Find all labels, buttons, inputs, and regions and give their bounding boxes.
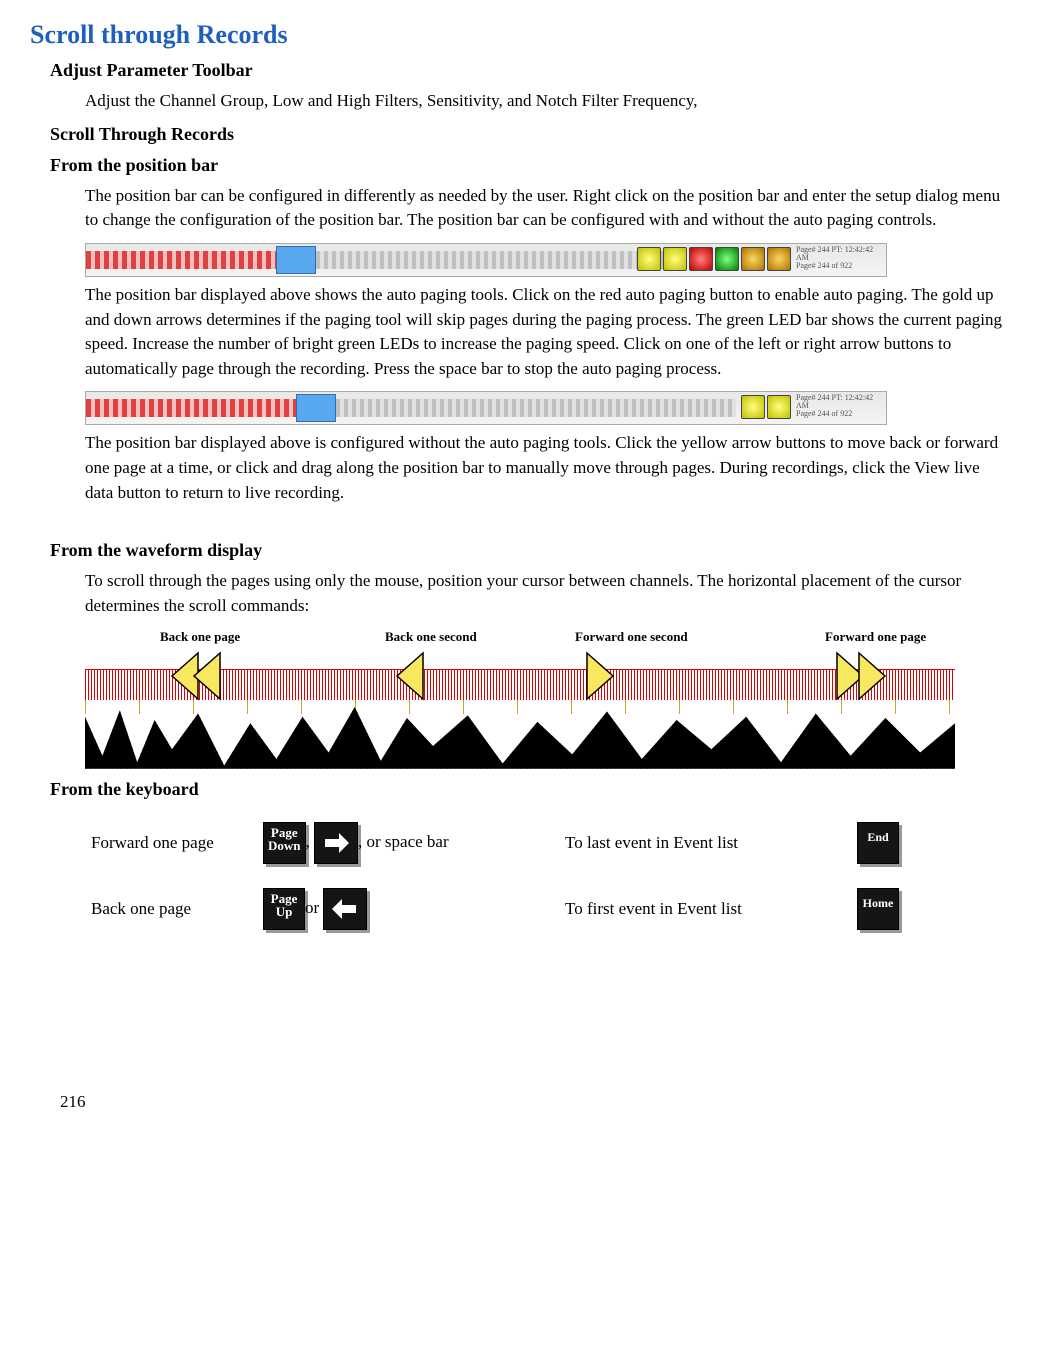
heading-from-waveform: From the waveform display: [50, 540, 1011, 561]
back-arrow-icon: [170, 651, 230, 706]
shortcut-label: Back one page: [85, 876, 257, 942]
text-position-with-paging: The position bar displayed above shows t…: [85, 283, 1011, 382]
waveform-zone-label: Back one second: [385, 629, 477, 645]
shortcut-keys: End: [851, 810, 955, 876]
position-bar-red-segment: [86, 251, 276, 269]
waveform-scroll-diagram: Back one page Back one second Forward one …: [85, 629, 955, 769]
text-adjust: Adjust the Channel Group, Low and High F…: [85, 89, 1011, 114]
waveform-zone-label: Back one page: [160, 629, 240, 645]
gold-paging-button: [741, 247, 765, 271]
end-key-icon: End: [857, 822, 899, 864]
text-waveform: To scroll through the pages using only t…: [85, 569, 1011, 618]
yel-paging-button: [741, 395, 765, 419]
connector-text: , or space bar: [358, 832, 449, 851]
keyboard-shortcuts-table: Forward one page PageDown, , or space ba…: [85, 810, 955, 942]
position-label-line1: Page# 244 PT: 12:42:42 AM: [796, 394, 881, 410]
position-bar-info: Page# 244 PT: 12:42:42 AM Page# 244 of 9…: [796, 246, 881, 270]
position-bar-gray-segment: [316, 251, 686, 269]
page-title: Scroll through Records: [30, 20, 1011, 50]
right-arrow-key-icon: [314, 822, 358, 864]
text-position-intro: The position bar can be configured in di…: [85, 184, 1011, 233]
home-key-icon: Home: [857, 888, 899, 930]
position-label-line2: Page# 244 of 922: [796, 262, 881, 270]
position-bar-cursor: [276, 246, 316, 274]
text-position-without-paging: The position bar displayed above is conf…: [85, 431, 1011, 505]
heading-from-position-bar: From the position bar: [50, 155, 1011, 176]
position-bar-cursor: [296, 394, 336, 422]
shortcut-keys: PageDown, , or space bar: [257, 810, 559, 876]
page-number: 216: [60, 1092, 1011, 1112]
heading-from-keyboard: From the keyboard: [50, 779, 1011, 800]
yel-paging-button: [637, 247, 661, 271]
forward-arrow-icon: [585, 651, 625, 706]
table-row: Forward one page PageDown, , or space ba…: [85, 810, 955, 876]
left-arrow-key-icon: [323, 888, 367, 930]
connector-text: ,: [306, 832, 315, 851]
auto-paging-controls: [637, 247, 791, 271]
waveform-zone-label: Forward one second: [575, 629, 688, 645]
forward-arrow-icon: [835, 651, 895, 706]
page-nav-controls: [741, 395, 791, 419]
position-bar-red-segment: [86, 399, 296, 417]
yel-paging-button: [767, 395, 791, 419]
connector-text: or: [305, 898, 323, 917]
shortcut-label: Forward one page: [85, 810, 257, 876]
position-bar-without-paging: Page# 244 PT: 12:42:42 AM Page# 244 of 9…: [85, 391, 887, 425]
position-label-line1: Page# 244 PT: 12:42:42 AM: [796, 246, 881, 262]
red-paging-button: [689, 247, 713, 271]
shortcut-label: To first event in Event list: [559, 876, 851, 942]
shortcut-keys: PageUpor: [257, 876, 559, 942]
page-down-key-icon: PageDown: [263, 822, 306, 864]
gold-paging-button: [767, 247, 791, 271]
position-bar-gray-segment: [336, 399, 736, 417]
position-label-line2: Page# 244 of 922: [796, 410, 881, 418]
page-up-key-icon: PageUp: [263, 888, 305, 930]
grn-paging-button: [715, 247, 739, 271]
waveform-zone-label: Forward one page: [825, 629, 926, 645]
back-arrow-icon: [395, 651, 435, 706]
yel-paging-button: [663, 247, 687, 271]
shortcut-keys: Home: [851, 876, 955, 942]
heading-scroll-through: Scroll Through Records: [50, 124, 1011, 145]
table-row: Back one page PageUpor To first event in…: [85, 876, 955, 942]
position-bar-info: Page# 244 PT: 12:42:42 AM Page# 244 of 9…: [796, 394, 881, 418]
heading-adjust-toolbar: Adjust Parameter Toolbar: [50, 60, 1011, 81]
shortcut-label: To last event in Event list: [559, 810, 851, 876]
position-bar-with-paging: Page# 244 PT: 12:42:42 AM Page# 244 of 9…: [85, 243, 887, 277]
